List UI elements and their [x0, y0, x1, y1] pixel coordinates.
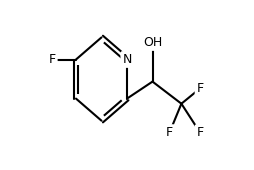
Text: F: F [197, 126, 204, 139]
Text: OH: OH [143, 36, 162, 49]
Text: N: N [122, 53, 132, 66]
Text: F: F [166, 126, 173, 139]
Text: F: F [49, 53, 56, 66]
Text: F: F [197, 82, 204, 95]
